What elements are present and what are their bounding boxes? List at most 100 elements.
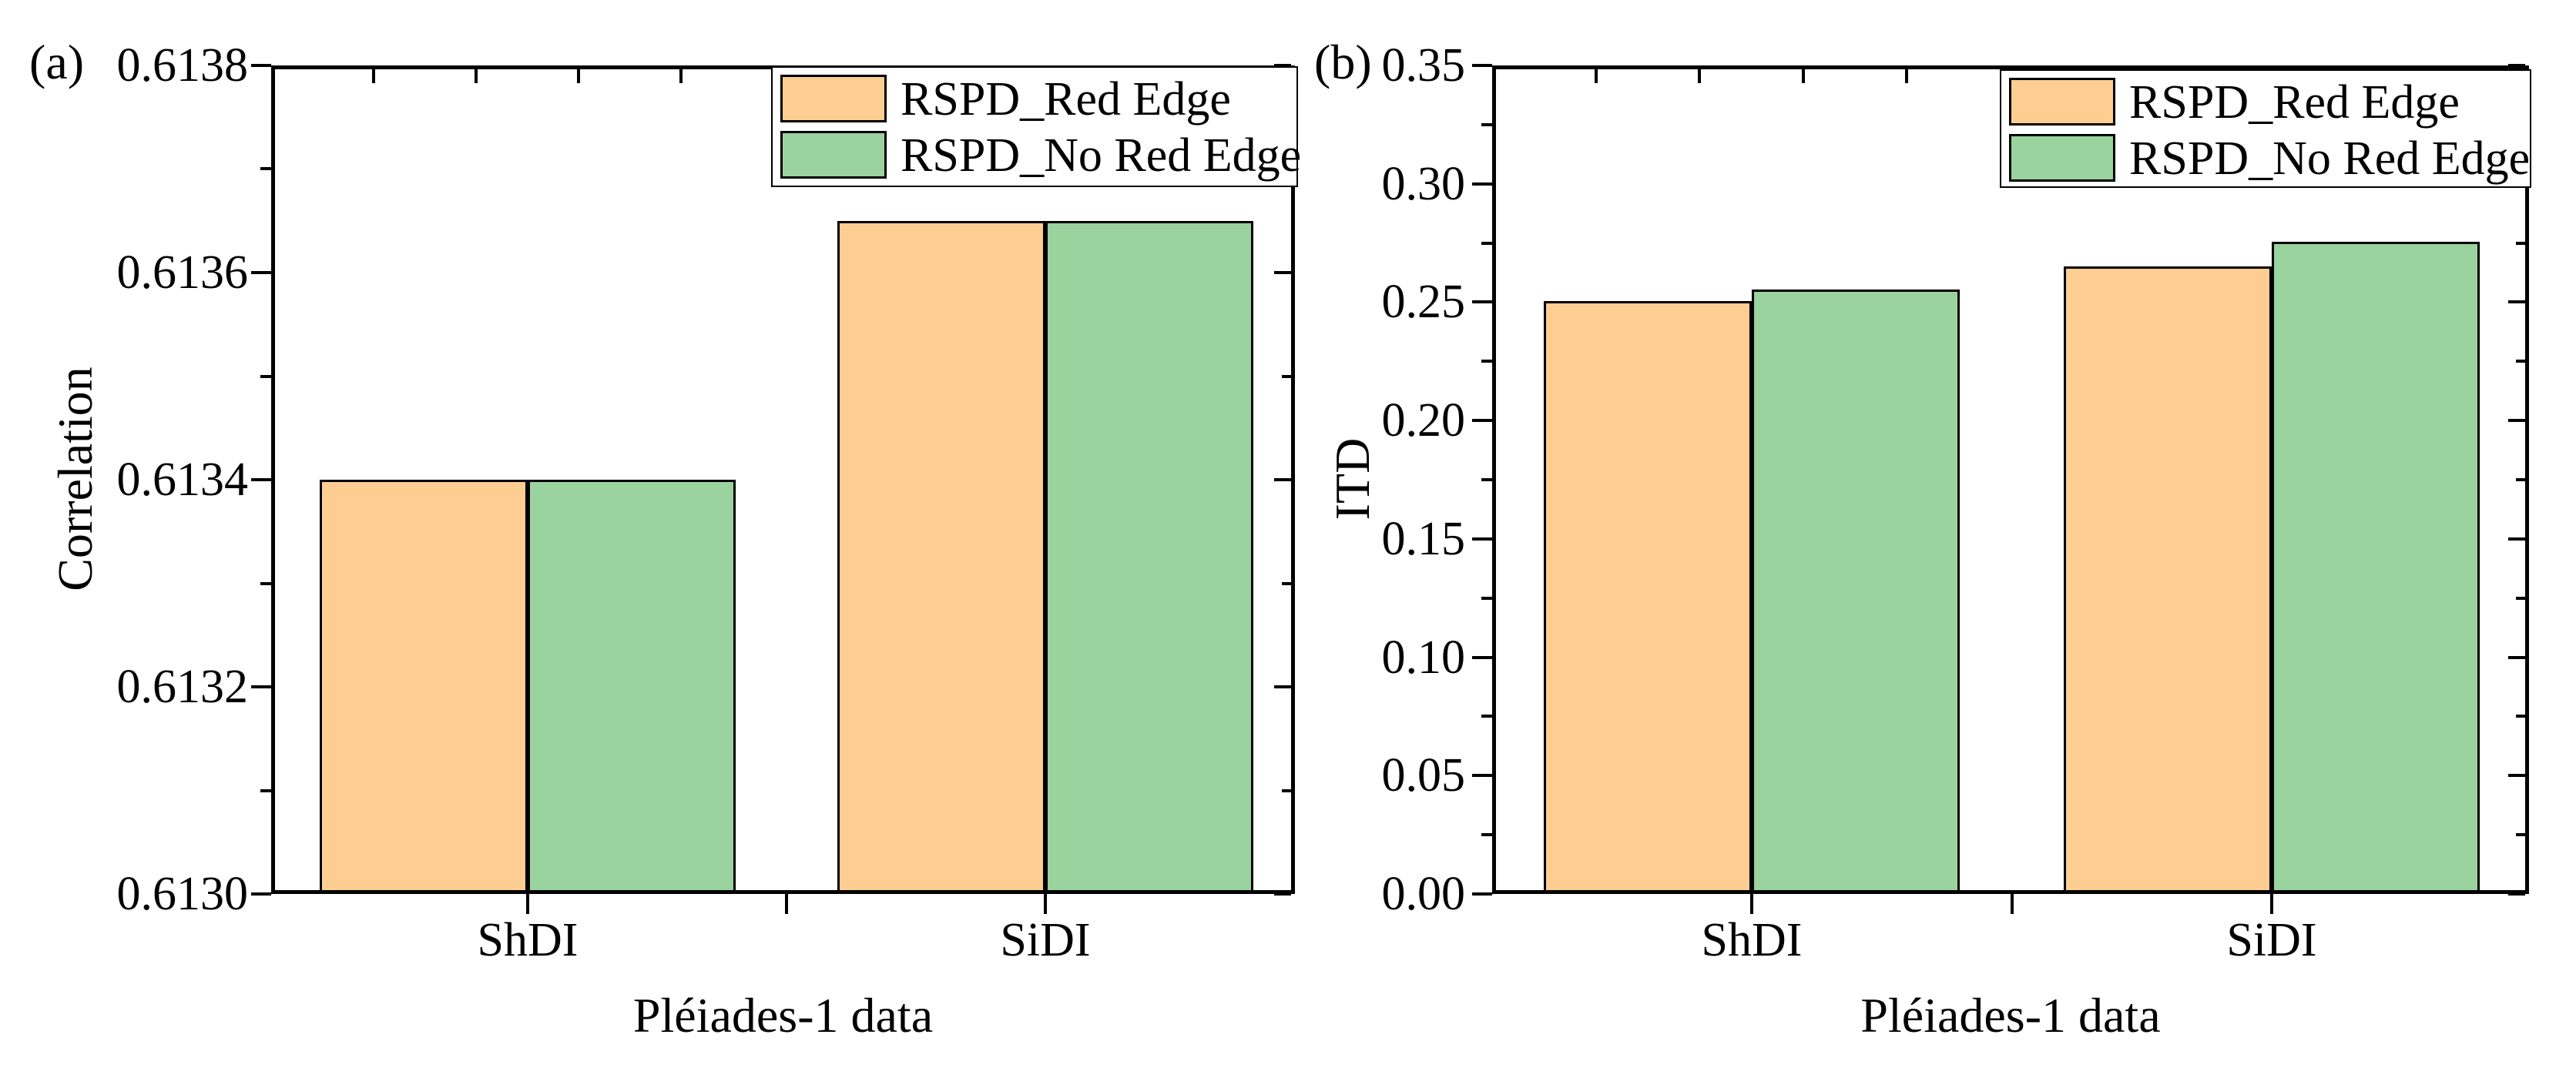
y-minor-tick xyxy=(1481,478,1492,481)
top-axis-tick xyxy=(1595,69,1598,83)
y-tick-label: 0.6130 xyxy=(116,868,249,920)
x-tick-label: SiDI xyxy=(1000,914,1091,966)
y-minor-tick xyxy=(1481,360,1492,363)
y-minor-tick xyxy=(1481,597,1492,600)
bar xyxy=(837,221,1045,894)
top-axis-tick xyxy=(1698,69,1701,83)
y-major-tick-right xyxy=(2508,64,2525,67)
legend-swatch xyxy=(2009,134,2115,182)
y-minor-tick xyxy=(260,582,271,585)
top-axis-tick xyxy=(475,69,478,83)
y-major-tick xyxy=(1472,419,1492,422)
y-tick-label: 0.10 xyxy=(1381,631,1466,684)
y-tick-label: 0.25 xyxy=(1381,276,1466,328)
y-minor-tick-right xyxy=(2516,242,2525,245)
legend: RSPD_Red Edge RSPD_No Red Edge xyxy=(771,66,1302,187)
y-tick-label: 0.05 xyxy=(1381,749,1466,802)
y-tick-label: 0.35 xyxy=(1381,39,1466,92)
y-major-tick-right xyxy=(1274,271,1291,274)
y-major-tick xyxy=(1472,537,1492,541)
y-major-tick xyxy=(251,685,271,688)
y-tick-label: 0.6138 xyxy=(116,39,249,92)
x-axis-tick xyxy=(526,894,529,914)
y-tick-label: 0.30 xyxy=(1381,158,1466,210)
y-major-tick-right xyxy=(2508,656,2525,659)
top-axis-tick xyxy=(1802,69,1805,83)
top-axis-tick xyxy=(1905,69,1908,83)
y-minor-tick-right xyxy=(1282,375,1291,378)
y-major-tick-right xyxy=(2508,774,2525,777)
legend-label: RSPD_Red Edge xyxy=(901,73,1231,126)
y-minor-tick xyxy=(260,789,271,792)
x-tick-label: ShDI xyxy=(1701,914,1803,966)
y-major-tick-right xyxy=(1274,478,1291,481)
y-major-tick xyxy=(1472,64,1492,67)
x-axis-tick xyxy=(1044,894,1047,914)
y-major-tick-right xyxy=(1274,64,1291,67)
panel-b-tag: (b) xyxy=(1314,35,1372,89)
y-tick-label: 0.6132 xyxy=(116,661,249,713)
y-minor-tick xyxy=(1481,715,1492,718)
bar xyxy=(2064,266,2272,894)
legend-swatch xyxy=(780,75,887,122)
bar xyxy=(1045,221,1253,894)
y-major-tick xyxy=(1472,300,1492,303)
bar xyxy=(1544,301,1752,894)
y-minor-tick xyxy=(1481,123,1492,126)
y-minor-tick xyxy=(1481,242,1492,245)
legend-swatch xyxy=(2009,78,2115,126)
bar xyxy=(320,480,528,894)
y-minor-tick-right xyxy=(1282,789,1291,792)
y-tick-label: 0.20 xyxy=(1381,394,1466,447)
y-major-tick xyxy=(251,64,271,67)
y-major-tick xyxy=(1472,182,1492,186)
y-major-tick xyxy=(1472,774,1492,777)
legend-label: RSPD_Red Edge xyxy=(2129,76,2460,129)
x-axis-tick xyxy=(2011,894,2014,914)
y-tick-label: 0.00 xyxy=(1381,868,1466,920)
x-tick-label: SiDI xyxy=(2226,914,2317,966)
legend-label: RSPD_No Red Edge xyxy=(901,129,1302,182)
y-major-tick xyxy=(1472,656,1492,659)
y-major-tick xyxy=(251,478,271,481)
y-major-tick-right xyxy=(2508,537,2525,541)
y-minor-tick-right xyxy=(2516,715,2525,718)
y-minor-tick xyxy=(1481,833,1492,836)
top-axis-tick xyxy=(577,69,580,83)
x-axis-tick xyxy=(2270,894,2273,914)
y-major-tick xyxy=(1472,892,1492,896)
panel-b-x-axis-title: Pléiades-1 data xyxy=(1860,988,2161,1043)
legend-swatch xyxy=(780,131,887,179)
legend-label: RSPD_No Red Edge xyxy=(2129,132,2531,185)
legend: RSPD_Red Edge RSPD_No Red Edge xyxy=(2000,69,2531,188)
panel-a-x-axis-title: Pléiades-1 data xyxy=(632,988,934,1043)
y-major-tick-right xyxy=(1274,685,1291,688)
y-tick-label: 0.15 xyxy=(1381,513,1466,565)
bar xyxy=(2272,242,2480,894)
y-minor-tick-right xyxy=(1282,582,1291,585)
y-minor-tick xyxy=(260,167,271,170)
y-minor-tick xyxy=(260,375,271,378)
y-major-tick-right xyxy=(2508,419,2525,422)
bar xyxy=(1752,290,1960,894)
y-tick-label: 0.6136 xyxy=(116,246,249,299)
y-minor-tick-right xyxy=(2516,360,2525,363)
y-major-tick xyxy=(251,892,271,896)
top-axis-tick xyxy=(372,69,375,83)
bar xyxy=(528,480,736,894)
y-major-tick xyxy=(251,271,271,274)
panel-a-tag: (a) xyxy=(29,35,85,89)
y-major-tick-right xyxy=(2508,300,2525,303)
y-major-tick-right xyxy=(2508,892,2525,896)
y-tick-label: 0.6134 xyxy=(116,454,249,506)
x-axis-tick xyxy=(785,894,788,914)
y-minor-tick-right xyxy=(2516,597,2525,600)
y-major-tick-right xyxy=(1274,892,1291,896)
y-minor-tick-right xyxy=(2516,833,2525,836)
y-minor-tick-right xyxy=(2516,478,2525,481)
x-tick-label: ShDI xyxy=(477,914,579,966)
top-axis-tick xyxy=(679,69,683,83)
